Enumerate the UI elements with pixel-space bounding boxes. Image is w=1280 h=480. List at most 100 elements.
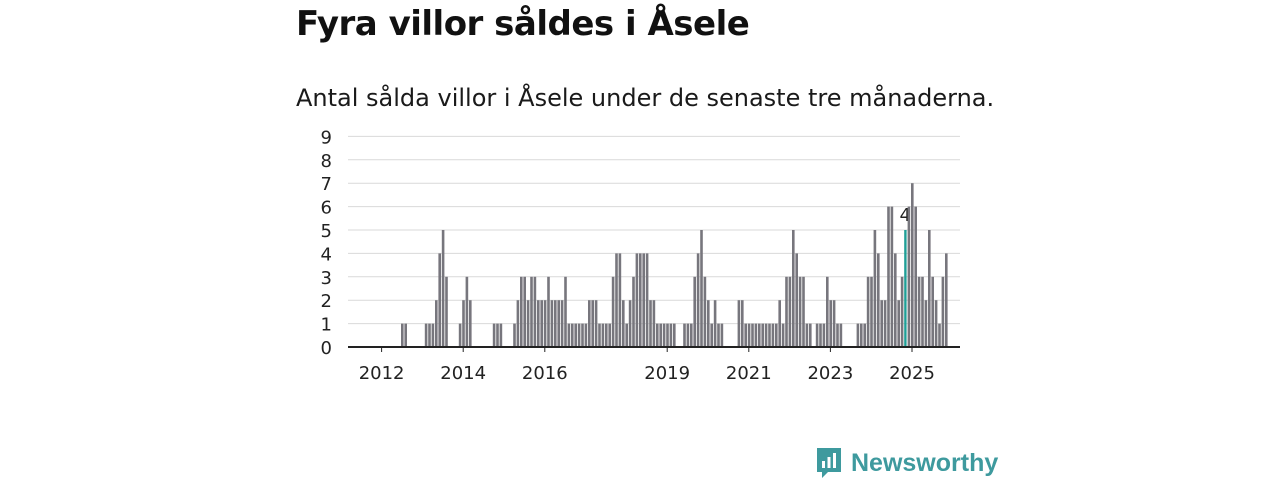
bar — [537, 300, 540, 347]
bar — [438, 253, 441, 347]
bar — [917, 276, 921, 347]
bar — [632, 276, 635, 347]
bar — [659, 323, 662, 347]
bar — [557, 300, 560, 347]
bar — [520, 276, 523, 347]
bar — [513, 323, 516, 347]
bar — [907, 206, 911, 347]
bar — [826, 276, 829, 347]
bar — [584, 323, 588, 347]
bar — [686, 323, 690, 347]
bar — [560, 300, 564, 347]
bar — [469, 300, 472, 347]
bar — [768, 323, 771, 347]
bar — [618, 253, 622, 347]
bar — [690, 323, 693, 347]
data-label: 4 — [899, 205, 910, 226]
brand: Newsworthy — [815, 446, 998, 480]
bar — [703, 276, 707, 347]
bar — [564, 276, 567, 347]
bar — [744, 323, 747, 347]
bar — [897, 300, 900, 347]
bar — [628, 300, 632, 347]
bar — [924, 300, 928, 347]
bar — [571, 323, 574, 347]
bar — [880, 300, 883, 347]
bar — [754, 323, 758, 347]
bar — [683, 323, 686, 347]
bar — [622, 300, 625, 347]
bar — [863, 323, 866, 347]
bar — [458, 323, 462, 347]
bar — [771, 323, 775, 347]
bar — [441, 230, 445, 347]
y-tick-label: 3 — [321, 268, 332, 289]
bar — [577, 323, 581, 347]
bar — [778, 300, 781, 347]
bar — [856, 323, 860, 347]
bar — [496, 323, 499, 347]
bar — [601, 323, 605, 347]
bar — [758, 323, 761, 347]
bar — [921, 276, 924, 347]
bar — [656, 323, 659, 347]
x-tick-label: 2014 — [440, 363, 486, 384]
bar — [465, 276, 469, 347]
newsworthy-logo-icon — [817, 448, 841, 478]
bar — [642, 253, 645, 347]
x-tick-label: 2025 — [889, 363, 935, 384]
bar — [877, 253, 880, 347]
bar — [941, 276, 945, 347]
bar — [445, 276, 448, 347]
bar — [761, 323, 764, 347]
bar — [866, 276, 870, 347]
bar — [540, 300, 543, 347]
bar — [574, 323, 577, 347]
bar — [781, 323, 785, 347]
bar — [741, 300, 744, 347]
y-tick-label: 6 — [321, 198, 332, 219]
bar — [608, 323, 611, 347]
bar — [829, 300, 832, 347]
bar — [611, 276, 615, 347]
bar — [615, 253, 618, 347]
bar — [526, 300, 530, 347]
bar — [404, 323, 407, 347]
y-tick-label: 2 — [321, 291, 332, 312]
bar — [516, 300, 520, 347]
bar — [669, 323, 673, 347]
x-tick-label: 2012 — [359, 363, 405, 384]
bar — [717, 323, 720, 347]
bar — [550, 300, 554, 347]
bar — [822, 323, 826, 347]
bar — [591, 300, 594, 347]
bar — [832, 300, 836, 347]
chart-title: Fyra villor såldes i Åsele — [296, 4, 750, 44]
bar — [428, 323, 431, 347]
x-tick-label: 2016 — [522, 363, 568, 384]
bar — [928, 230, 931, 347]
bar — [815, 323, 819, 347]
bar — [431, 323, 435, 347]
bar — [938, 323, 941, 347]
bar — [911, 183, 914, 347]
bar — [785, 276, 788, 347]
chart-subtitle: Antal sålda villor i Åsele under de sena… — [296, 84, 995, 112]
bar — [673, 323, 676, 347]
bar — [530, 276, 533, 347]
bar — [554, 300, 557, 347]
bar — [594, 300, 598, 347]
bar — [873, 230, 877, 347]
x-tick-label: 2019 — [644, 363, 690, 384]
bar — [700, 230, 703, 347]
bar — [707, 300, 710, 347]
bar — [696, 253, 700, 347]
bar — [839, 323, 843, 347]
brand-name: Newsworthy — [851, 448, 999, 477]
bar — [894, 253, 897, 347]
bar — [870, 276, 873, 347]
bar — [775, 323, 778, 347]
y-tick-label: 7 — [321, 174, 332, 195]
bar — [666, 323, 669, 347]
